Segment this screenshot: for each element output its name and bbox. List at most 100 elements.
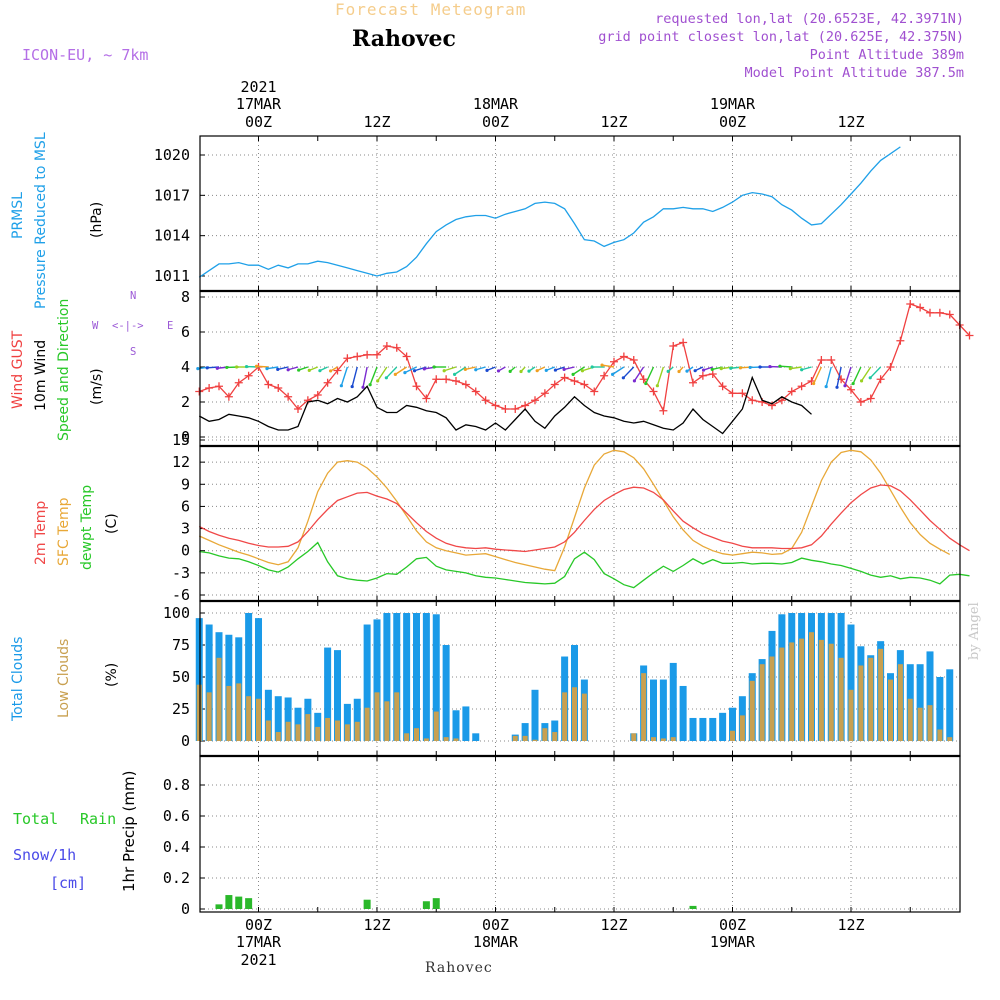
time-label-hour: 12Z — [363, 113, 390, 131]
wind-arrow — [860, 366, 872, 382]
total-cloud-bar — [205, 624, 213, 741]
wind-arrow — [645, 366, 655, 384]
gust-marker — [353, 352, 362, 361]
dewpt-line — [199, 541, 970, 589]
wind-arrowhead — [235, 365, 239, 369]
low-cloud-bar — [226, 685, 232, 741]
gust-marker — [669, 342, 678, 350]
wind-speed-line — [198, 375, 812, 435]
low-cloud-bar — [552, 732, 558, 741]
total-cloud-bar — [403, 613, 411, 741]
y-tick-label: 1014 — [154, 227, 190, 245]
wind-arrowhead — [463, 367, 467, 371]
low-cloud-bar — [660, 738, 666, 741]
gust-marker — [481, 396, 490, 405]
wind-arrowhead — [571, 372, 575, 376]
wind-arrow — [256, 365, 269, 368]
gust-marker — [540, 389, 549, 398]
gust-marker — [511, 405, 520, 413]
y-tick-label: 0 — [181, 428, 190, 446]
total-cloud-bar — [699, 717, 707, 741]
rain-bar — [363, 899, 371, 909]
wind-arrowhead — [788, 367, 792, 371]
total-cloud-bar — [551, 720, 559, 741]
compass-east: E — [167, 320, 174, 332]
wind-arrow — [475, 366, 486, 371]
wind-arrow — [852, 366, 862, 384]
low-cloud-bar — [512, 735, 518, 741]
low-cloud-bar — [572, 687, 577, 741]
wind-arrowhead — [527, 369, 531, 373]
low-cloud-bar — [443, 737, 449, 741]
gust-marker — [264, 380, 273, 389]
location-title: Rahovec — [352, 26, 456, 52]
wind-arrow — [633, 366, 645, 382]
total-cloud-bar — [324, 647, 332, 741]
low-cloud-bar — [433, 711, 439, 741]
total-cloud-bar — [432, 614, 440, 741]
wind-arrowhead — [393, 372, 397, 376]
wind-arrowhead — [474, 368, 478, 372]
panel-frame — [199, 755, 961, 913]
wind-arrowhead — [508, 369, 512, 373]
y-tick-label: 0.2 — [163, 869, 190, 887]
time-label-date: 18MAR — [473, 933, 519, 951]
wind-arrowhead — [778, 364, 782, 368]
wind-arrowhead — [254, 364, 259, 368]
time-label-date: 17MAR — [236, 95, 282, 113]
total-cloud-bar — [264, 689, 272, 741]
low-cloud-bar — [542, 728, 548, 741]
gust-marker — [847, 385, 855, 394]
y-tick-label: 0.4 — [163, 838, 190, 856]
wind-arrowhead — [403, 370, 407, 375]
y-tick-label: 1020 — [154, 146, 190, 164]
wind-arrowhead — [644, 381, 648, 386]
low-cloud-bar — [947, 737, 953, 741]
low-cloud-bar — [759, 664, 765, 741]
gust-marker — [629, 356, 638, 364]
wind-arrow — [443, 366, 457, 372]
wind-arrow — [362, 366, 368, 388]
gust-marker — [382, 342, 391, 350]
total-cloud-bar — [363, 624, 371, 741]
y-tick-label: 0.8 — [163, 776, 190, 794]
time-label-date: 18MAR — [473, 95, 519, 113]
y-tick-label: 6 — [181, 323, 190, 341]
y-tick-label: 4 — [181, 358, 190, 376]
wind-arrow — [266, 366, 279, 370]
low-cloud-bar — [907, 698, 913, 741]
wind-arrowhead — [580, 369, 585, 373]
wind-arrowhead — [729, 366, 733, 370]
wind-arrow — [656, 366, 665, 386]
y-tick-label: 12 — [172, 453, 190, 471]
wind-arrowhead — [276, 367, 280, 371]
gust-marker — [343, 354, 352, 363]
low-cloud-bar — [305, 714, 311, 741]
low-cloud-bar — [789, 642, 795, 741]
wind-arrowhead — [368, 383, 372, 387]
wind-arrowhead — [297, 368, 301, 372]
low-cloud-bar — [394, 692, 400, 741]
gust-marker — [718, 382, 727, 391]
low-cloud-bar — [888, 679, 893, 741]
gust-marker — [580, 380, 589, 389]
gust-marker — [471, 387, 480, 396]
total-cloud-bar — [442, 645, 450, 741]
wind-arrowhead — [710, 367, 714, 371]
total-cloud-bar — [709, 717, 717, 741]
time-label-year: 2021 — [240, 78, 276, 96]
time-label-year: 2021 — [240, 951, 276, 969]
gust-marker — [284, 392, 293, 401]
total-cloud-bar — [284, 697, 292, 741]
rain-label: Rain — [80, 810, 117, 828]
y-tick-label: 9 — [181, 475, 190, 493]
panel-frame — [199, 600, 961, 757]
time-label-hour: 00Z — [482, 113, 509, 131]
wind-arrowhead — [544, 368, 548, 372]
low-cloud-bar — [858, 665, 864, 741]
low-cloud-bar — [423, 738, 429, 741]
wind-arrow — [801, 366, 812, 371]
low-cloud-bar — [927, 705, 933, 741]
wind-arrow — [622, 366, 635, 379]
gust-marker — [224, 392, 233, 401]
